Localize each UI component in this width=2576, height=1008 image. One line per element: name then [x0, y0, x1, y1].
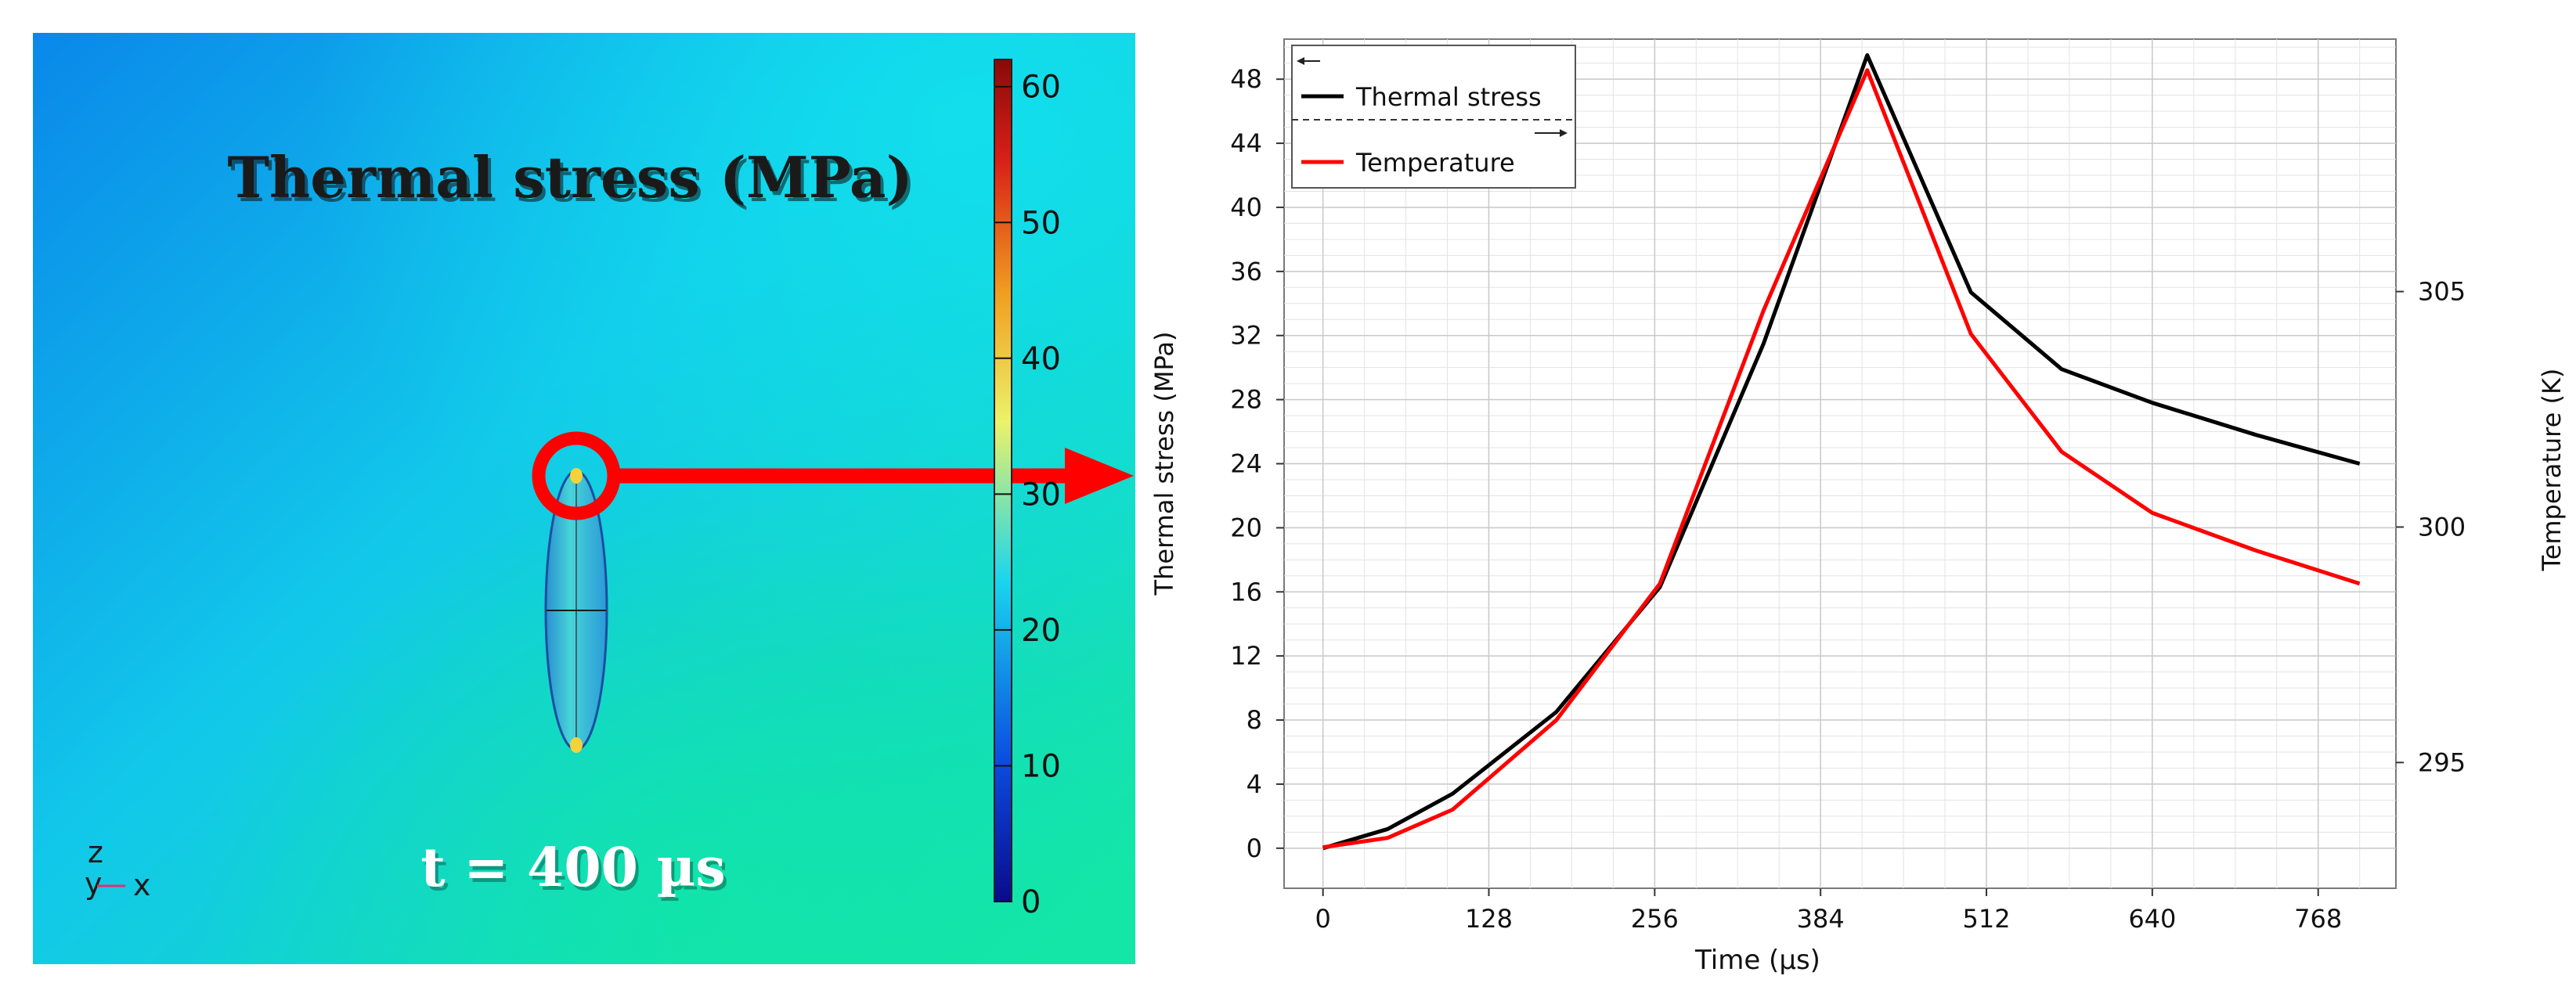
series-line-thermal-stress	[1322, 53, 2361, 851]
x-tick-label: 768	[2294, 904, 2342, 934]
y-tick-label: 8	[1247, 705, 1262, 735]
triad-z-label: z	[88, 835, 103, 869]
x-axis-label: Time (µs)	[1694, 945, 1820, 976]
x-tick-label: 384	[1797, 904, 1845, 934]
sim-title-shadow: Thermal stress (MPa)	[230, 148, 915, 214]
ellipsoid-inclusion	[544, 468, 608, 753]
axis-triad: z y x	[85, 835, 151, 902]
colorbar-tick-label: 30	[1021, 477, 1061, 513]
y2-tick-label: 295	[2418, 747, 2466, 777]
x-tick-label: 0	[1315, 904, 1330, 934]
stress-temperature-chart: 0 128 256 384 512 640 768 04812162024283236404…	[1149, 38, 2567, 976]
y-tick-label: 20	[1230, 513, 1262, 542]
stress-hotspot-top	[570, 468, 583, 484]
y-tick-label: 24	[1230, 449, 1262, 479]
y2-tick-label: 305	[2418, 277, 2466, 307]
y-tick-label: 16	[1230, 577, 1262, 607]
x-tick-label: 256	[1631, 904, 1679, 934]
colorbar-tick-label: 60	[1021, 70, 1061, 106]
time-label-shadow: t = 400 µs	[424, 841, 728, 903]
legend-left-axis-arrowhead	[1297, 57, 1304, 65]
triad-x-label: x	[133, 868, 151, 902]
sim-title: Thermal stress (MPa)	[227, 144, 912, 211]
triad-y-label: y	[85, 866, 103, 901]
y-tick-label: 0	[1247, 833, 1262, 863]
y-tick-label: 48	[1230, 64, 1262, 94]
stress-hotspot-bottom	[570, 737, 583, 753]
y-axis-label: Thermal stress (MPa)	[1149, 332, 1179, 596]
y2-axis-label: Temperature (K)	[2537, 369, 2567, 572]
colorbar-tick-label: 0	[1021, 884, 1041, 920]
y-tick-label: 40	[1230, 193, 1262, 222]
legend-label-thermal-stress: Thermal stress	[1355, 82, 1542, 112]
y-tick-label: 12	[1230, 641, 1262, 671]
colorbar-tick-label: 50	[1021, 205, 1061, 241]
colorbar: 0 10 20 30 40 50 60	[994, 59, 1061, 920]
series-line-temperature	[1322, 68, 2361, 850]
colorbar-tick-label: 10	[1021, 748, 1061, 784]
legend: Thermal stress Temperature	[1291, 45, 1576, 189]
x-tick-label: 640	[2128, 904, 2176, 934]
legend-right-axis-arrowhead	[1560, 129, 1568, 137]
chart-panel: 0 128 256 384 512 640 768 0 4 8 12 16 20 24 28 32 36 40 4…	[1127, 0, 2576, 1005]
x-tick-label: 512	[1962, 904, 2010, 934]
x-tick-label: 128	[1465, 904, 1513, 934]
colorbar-tick-label: 40	[1021, 341, 1061, 377]
legend-box	[1291, 45, 1576, 189]
series-lines	[1322, 53, 2361, 851]
y2-tick-label: 300	[2418, 512, 2466, 542]
y-tick-label: 4	[1247, 769, 1262, 799]
simulation-view: Thermal stress (MPa) Thermal stress (MPa…	[33, 33, 1135, 964]
time-label: t = 400 µs	[420, 837, 725, 899]
legend-label-temperature: Temperature	[1355, 148, 1515, 178]
y-tick-label: 32	[1230, 321, 1262, 351]
y-tick-label: 44	[1230, 128, 1262, 158]
y-axis-right-ticks: 295 300 305	[2396, 277, 2466, 777]
highlight-arrow-head	[1065, 448, 1134, 504]
x-axis-ticks: 0 128 256 384 512 640 768	[1315, 888, 2342, 934]
simulation-canvas: Thermal stress (MPa) Thermal stress (MPa…	[33, 33, 1135, 964]
colorbar-tick-label: 20	[1021, 613, 1061, 649]
y-tick-label: 28	[1230, 385, 1262, 415]
colorbar-gradient	[994, 59, 1012, 902]
y-tick-label: 36	[1230, 257, 1262, 286]
